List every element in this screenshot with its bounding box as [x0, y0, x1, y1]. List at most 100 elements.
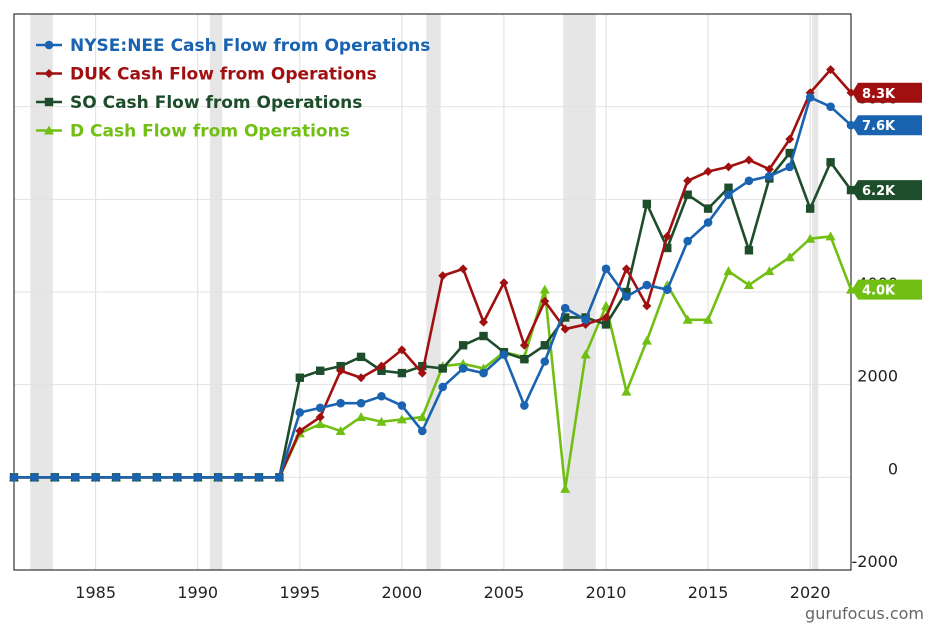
data-point	[336, 361, 345, 371]
legend-item-4: D Cash Flow from Operations	[36, 122, 350, 142]
legend-marker	[44, 97, 54, 107]
data-point	[438, 271, 448, 281]
data-point	[785, 134, 795, 144]
data-point	[601, 312, 611, 322]
data-point	[642, 280, 652, 290]
data-point	[438, 364, 447, 373]
data-point	[152, 473, 162, 482]
data-point	[642, 301, 652, 311]
legend: NYSE:NEE Cash Flow from Operations DUK Ca…	[36, 36, 430, 142]
data-point	[458, 364, 468, 373]
data-point	[295, 408, 305, 417]
data-point	[540, 357, 550, 366]
data-point	[764, 266, 775, 276]
x-tick-label: 1990	[177, 583, 218, 602]
data-point	[315, 419, 326, 429]
data-point	[479, 331, 488, 341]
legend-item-3: SO Cash Flow from Operations	[36, 93, 362, 113]
data-point	[826, 65, 836, 75]
x-tick-label: 2000	[382, 583, 423, 602]
data-point	[846, 120, 856, 130]
data-point	[315, 412, 325, 422]
legend-label: D Cash Flow from Operations	[70, 122, 350, 142]
data-point	[622, 287, 631, 297]
data-point	[70, 473, 80, 482]
x-tick-label: 2010	[586, 583, 627, 602]
data-point	[744, 246, 754, 255]
data-point	[826, 158, 835, 167]
legend-item-1: NYSE:NEE Cash Flow from Operations	[36, 36, 430, 56]
data-point	[234, 473, 243, 482]
data-point	[539, 284, 550, 294]
data-point	[519, 340, 529, 350]
data-point	[744, 155, 754, 165]
data-point	[846, 88, 856, 98]
end-labels: 7.6K 8.3K 6.2K 4.0K	[852, 82, 922, 300]
data-point	[560, 324, 570, 334]
data-point	[724, 183, 733, 192]
watermark: gurufocus.com	[805, 604, 924, 623]
data-point	[662, 285, 672, 294]
data-point	[479, 317, 489, 327]
data-point	[316, 366, 325, 375]
data-point	[724, 190, 733, 199]
data-point	[275, 473, 284, 482]
y-tick-label: 2000	[857, 367, 898, 386]
data-point	[622, 292, 631, 301]
data-point	[438, 382, 448, 392]
data-point	[479, 368, 488, 378]
data-point	[356, 412, 367, 422]
data-point	[50, 473, 60, 482]
data-point	[703, 218, 713, 227]
data-point	[335, 426, 346, 435]
data-point	[295, 426, 305, 436]
data-point	[683, 176, 693, 186]
data-point	[458, 341, 468, 350]
data-point	[336, 398, 345, 408]
y-tick-label: -2000	[852, 552, 899, 571]
data-point	[805, 204, 815, 213]
data-point	[356, 373, 366, 383]
end-label-box	[852, 279, 922, 300]
data-point	[295, 373, 305, 382]
x-tick-label: 1985	[75, 583, 116, 602]
data-point	[560, 303, 570, 313]
data-point	[764, 164, 774, 174]
data-point	[663, 243, 672, 253]
data-point	[601, 264, 611, 274]
end-label-box	[852, 82, 922, 103]
data-point	[376, 361, 386, 371]
data-point	[377, 366, 386, 375]
series-1	[9, 93, 856, 482]
data-point	[499, 278, 509, 288]
legend-marker	[44, 40, 54, 50]
data-point	[560, 313, 570, 322]
data-point	[703, 167, 713, 177]
data-point	[703, 314, 714, 324]
end-label-3: 6.2K	[852, 180, 922, 201]
data-point	[418, 361, 427, 371]
data-point	[601, 300, 612, 310]
x-tick-label: 1995	[279, 583, 320, 602]
legend-marker	[44, 125, 54, 135]
data-point	[765, 171, 774, 181]
data-point	[376, 416, 387, 426]
legend-marker	[44, 69, 54, 78]
legend-label: DUK Cash Flow from Operations	[70, 65, 377, 85]
data-point	[642, 199, 652, 209]
data-point	[397, 345, 407, 355]
data-point	[784, 252, 795, 262]
data-point	[91, 473, 100, 482]
data-point	[683, 236, 692, 246]
end-label-1: 7.6K	[852, 115, 922, 136]
data-point	[356, 352, 366, 362]
data-point	[111, 473, 121, 482]
data-point	[458, 264, 468, 274]
data-point	[826, 102, 835, 111]
data-point	[396, 414, 407, 424]
grid-lines	[14, 14, 851, 570]
data-point	[805, 233, 816, 243]
end-label-2: 8.3K	[852, 82, 922, 103]
